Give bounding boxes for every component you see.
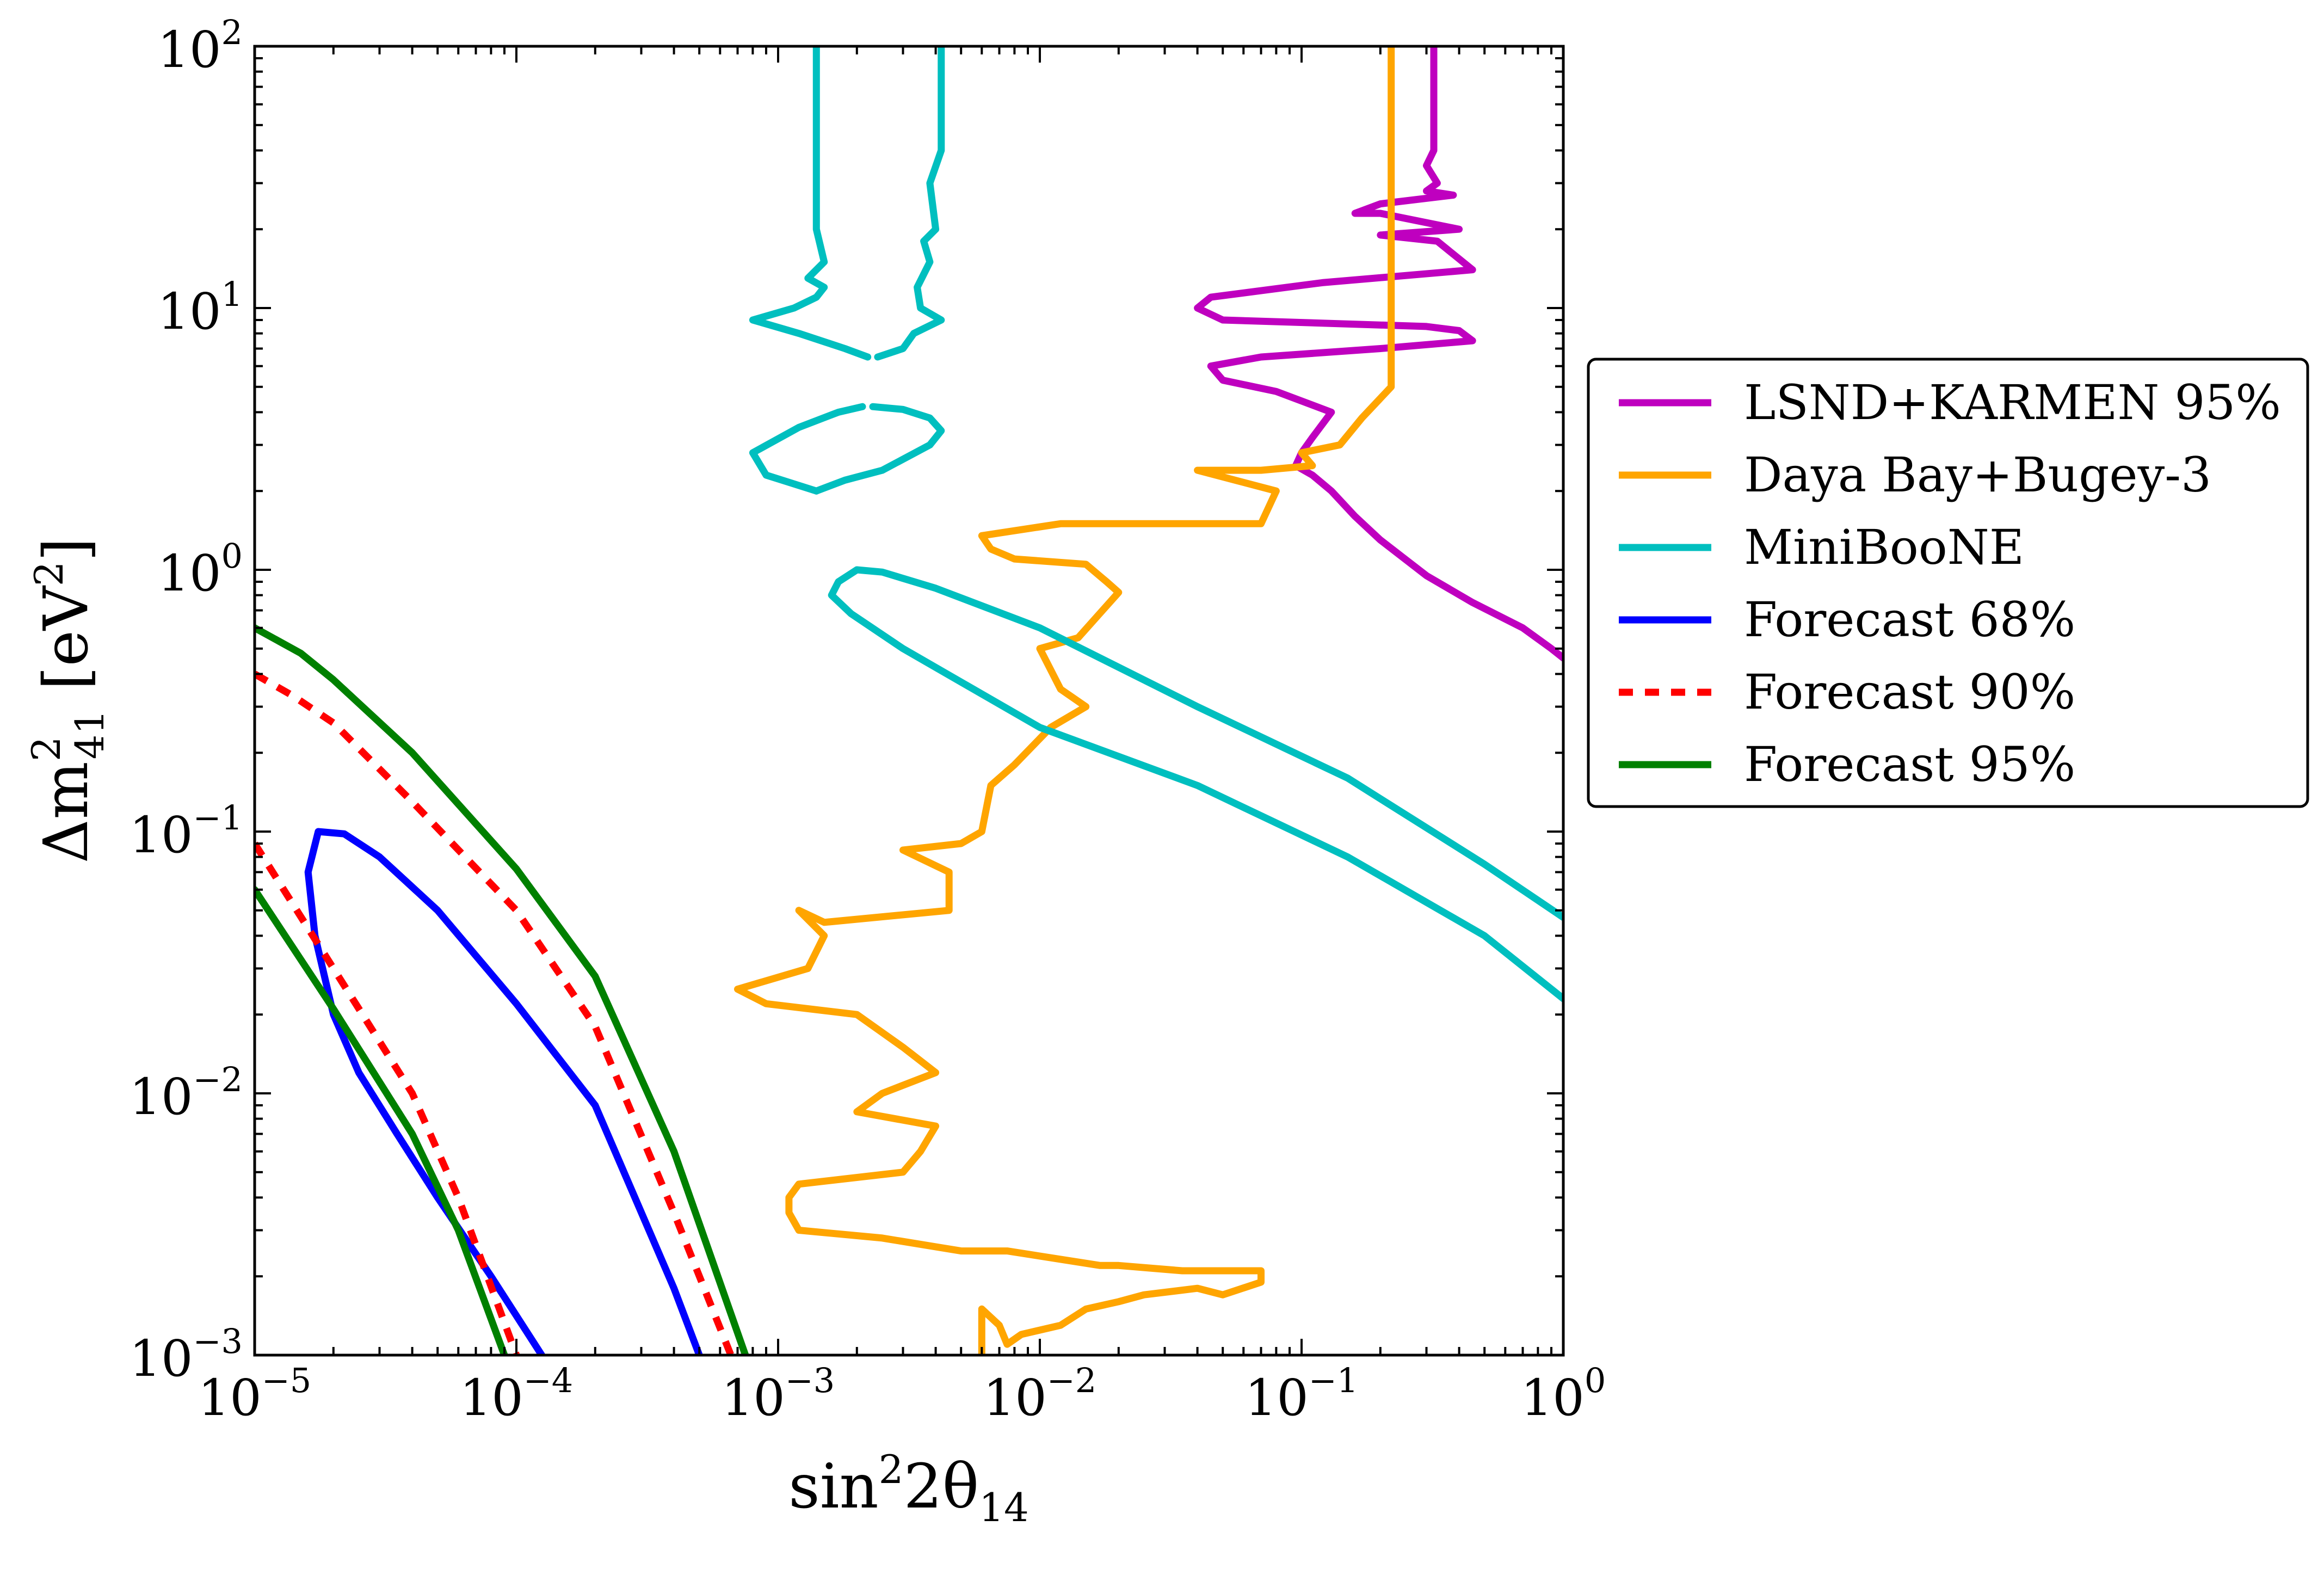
legend: LSND+KARMEN 95% Daya Bay+Bugey-3 MiniBooNE…: [1587, 358, 2309, 808]
series-daya-bay-bugey-3-curve-1: [734, 46, 1395, 1355]
y-tick-label: 10−1: [130, 798, 243, 864]
legend-label: MiniBooNE: [1744, 519, 2024, 575]
y-tick-3: 100: [157, 536, 1563, 602]
series-forecast-68-curve-1: [304, 828, 703, 1355]
x-axis-label-base: sin: [788, 1451, 878, 1522]
series-lsnd-karmen-95-curve-1: [1194, 46, 1563, 662]
tick-label-exponent: −1: [193, 798, 243, 838]
x-tick-label: 10−2: [983, 1361, 1096, 1427]
tick-label-base: 10: [130, 1068, 193, 1126]
x-tick-label: 10−3: [722, 1361, 835, 1427]
tick-label-base: 10: [157, 282, 221, 341]
legend-entry-lsnd-karmen-95: LSND+KARMEN 95%: [1619, 374, 2281, 430]
x-tick-label: 100: [1521, 1361, 1606, 1427]
tick-label-base: 10: [198, 1369, 262, 1427]
legend-frame: [1587, 358, 2309, 808]
y-tick-label: 102: [157, 13, 243, 79]
plot-frame: [253, 45, 1565, 1357]
legend-label: LSND+KARMEN 95%: [1744, 374, 2281, 430]
y-axis-label-unit-close: ]: [31, 538, 102, 562]
x-tick-4: 10−1: [1245, 46, 1358, 1427]
y-axis-label-unit-open: [eV: [31, 585, 102, 710]
series-miniboone-curve-2: [874, 46, 945, 361]
legend-label: Forecast 68%: [1744, 592, 2075, 648]
tick-label-base: 10: [157, 544, 221, 602]
tick-label-exponent: −3: [785, 1361, 835, 1400]
x-axis-label-mid: 2θ: [903, 1451, 979, 1522]
y-axis-label-unit-sup: 2: [26, 561, 72, 586]
y-tick-label: 101: [157, 274, 243, 341]
tick-label-base: 10: [983, 1369, 1047, 1427]
x-tick-5: 100: [1521, 46, 1606, 1427]
y-tick-4: 101: [157, 274, 1563, 341]
series-forecast-90-curve-1: [255, 841, 520, 1355]
x-tick-0: 10−5: [198, 46, 311, 1427]
tick-label-base: 10: [1521, 1369, 1585, 1427]
series-layer: [255, 46, 1563, 1355]
tick-label-base: 10: [460, 1369, 523, 1427]
legend-entry-miniboone: MiniBooNE: [1619, 519, 2024, 575]
x-tick-2: 10−3: [722, 46, 835, 1427]
x-tick-label: 10−4: [460, 1361, 573, 1427]
y-tick-label: 10−2: [130, 1060, 243, 1126]
x-tick-1: 10−4: [460, 46, 573, 1427]
legend-entry-forecast-90: Forecast 90%: [1619, 664, 2075, 720]
y-tick-label: 100: [157, 536, 243, 602]
tick-label-exponent: −1: [1309, 1361, 1358, 1400]
tick-label-exponent: −2: [193, 1060, 243, 1099]
tick-label-base: 10: [157, 21, 221, 79]
y-axis-label-base: Δm: [31, 761, 102, 863]
legend-label: Forecast 90%: [1744, 664, 2075, 720]
series-miniboone-curve-1: [749, 46, 872, 361]
x-axis-label-sup: 2: [879, 1447, 904, 1492]
series-forecast-95-curve-1: [255, 886, 508, 1355]
legend-label: Daya Bay+Bugey-3: [1744, 447, 2211, 503]
tick-label-exponent: −4: [523, 1361, 573, 1400]
tick-label-exponent: 1: [221, 274, 243, 314]
series-miniboone-curve-4: [749, 403, 866, 495]
series-miniboone-curve-6: [853, 566, 1563, 921]
legend-entry-forecast-95: Forecast 95%: [1619, 736, 2075, 792]
y-axis-label: Δm241 [eV2]: [23, 538, 113, 864]
tick-label-exponent: 0: [221, 536, 243, 576]
y-tick-label: 10−3: [130, 1321, 243, 1388]
series-miniboone-curve-5: [828, 566, 1563, 1002]
x-axis-label-sub: 14: [979, 1485, 1029, 1530]
tick-label-exponent: −2: [1047, 1361, 1096, 1400]
y-axis-label-sub: 41: [67, 710, 113, 760]
tick-label-exponent: 2: [221, 13, 243, 52]
x-tick-label: 10−1: [1245, 1361, 1358, 1427]
y-axis-label-sup: 2: [23, 736, 69, 761]
x-tick-3: 10−2: [983, 46, 1096, 1427]
legend-label: Forecast 95%: [1744, 736, 2075, 792]
series-forecast-90-curve-2: [255, 670, 735, 1355]
tick-label-exponent: −3: [193, 1321, 243, 1361]
tick-label-exponent: 0: [1585, 1361, 1606, 1400]
tick-label-base: 10: [722, 1369, 785, 1427]
y-tick-0: 10−3: [130, 1321, 1563, 1388]
y-tick-1: 10−2: [130, 1060, 1563, 1126]
series-forecast-95-curve-2: [255, 624, 749, 1355]
tick-label-base: 10: [1245, 1369, 1309, 1427]
series-miniboone-curve-3: [812, 403, 945, 495]
x-tick-label: 10−5: [198, 1361, 311, 1427]
y-tick-2: 10−1: [130, 798, 1563, 864]
x-axis-label: sin22θ14: [788, 1447, 1029, 1530]
legend-entry-forecast-68: Forecast 68%: [1619, 592, 2075, 648]
tick-label-base: 10: [130, 1330, 193, 1388]
legend-entry-daya-bay-bugey-3: Daya Bay+Bugey-3: [1619, 447, 2211, 503]
tick-label-base: 10: [130, 806, 193, 864]
tick-label-exponent: −5: [262, 1361, 311, 1400]
